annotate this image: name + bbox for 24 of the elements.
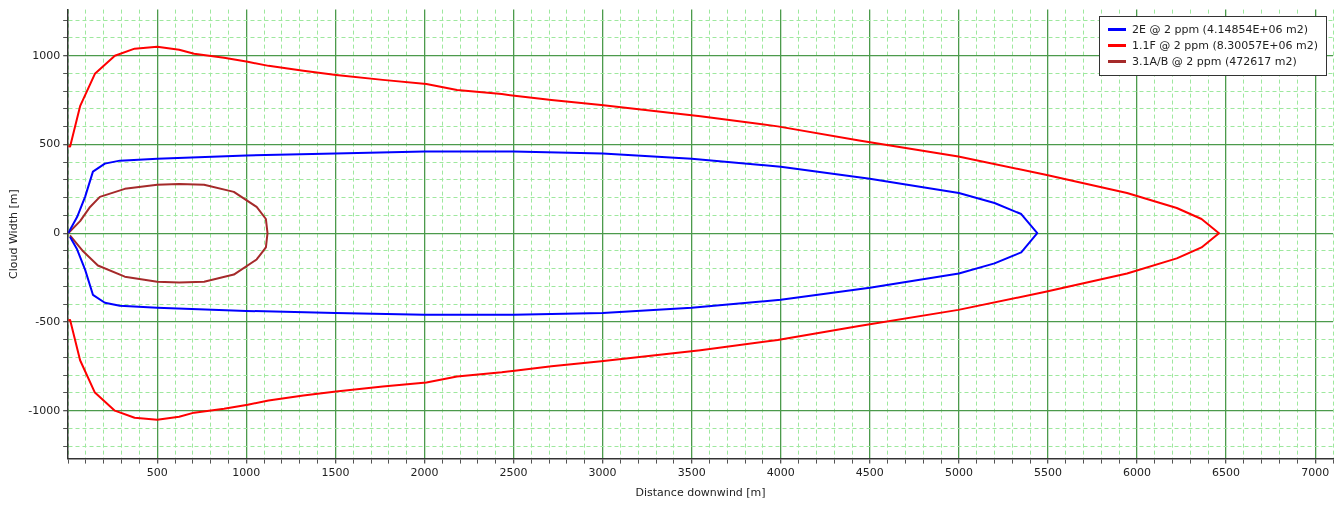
x-tick-label: 4500 (855, 466, 884, 480)
y-tick-label: 500 (39, 137, 61, 151)
x-tick-label: 3500 (677, 466, 706, 480)
x-tick-label: 7000 (1301, 466, 1330, 480)
x-tick-label: 5500 (1033, 466, 1062, 480)
y-axis-title: Cloud Width [m] (7, 189, 21, 279)
x-tick-label: 2500 (499, 466, 528, 480)
x-tick-label: 500 (146, 466, 168, 480)
x-tick-label: 5000 (944, 466, 973, 480)
legend-label: 1.1F @ 2 ppm (8.30057E+06 m2) (1132, 37, 1318, 54)
y-tick-label: -1000 (28, 403, 61, 417)
x-tick-label: 2000 (410, 466, 439, 480)
x-tick-label: 3000 (588, 466, 617, 480)
y-tick-label: -500 (35, 314, 61, 328)
y-tick-label: 1000 (32, 48, 61, 62)
x-tick-label: 6000 (1123, 466, 1152, 480)
legend-label: 2E @ 2 ppm (4.14854E+06 m2) (1132, 21, 1309, 38)
x-tick-label: 6500 (1212, 466, 1241, 480)
x-axis-title: Distance downwind [m] (635, 486, 766, 500)
x-tick-label: 4000 (766, 466, 795, 480)
x-tick-label: 1000 (232, 466, 261, 480)
x-tick-label: 1500 (321, 466, 350, 480)
y-tick-label: 0 (53, 226, 61, 240)
legend-label: 3.1A/B @ 2 ppm (472617 m2) (1132, 53, 1297, 70)
